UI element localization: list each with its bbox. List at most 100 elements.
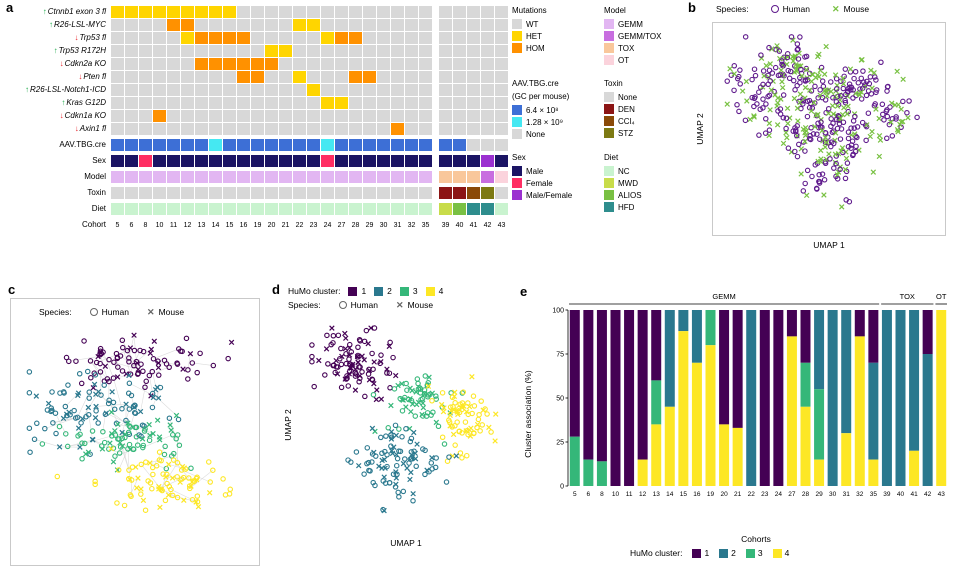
bar-segment xyxy=(583,310,594,460)
scatter-point-human xyxy=(86,389,92,395)
scatter-point-human xyxy=(765,72,771,79)
heatmap-cell xyxy=(265,58,278,70)
scatter-point-human xyxy=(189,360,196,366)
scatter-point-human xyxy=(400,488,407,495)
heatmap-cell xyxy=(139,97,152,109)
scatter-point-human xyxy=(64,412,70,419)
heatmap-cell xyxy=(209,71,222,83)
network-edge xyxy=(130,478,139,496)
scatter-point-human xyxy=(385,425,391,431)
scatter-point-mouse xyxy=(381,507,387,514)
scatter-point-human xyxy=(831,165,837,171)
annotation-cell xyxy=(349,139,362,151)
bar-segment xyxy=(596,310,607,462)
scatter-point-mouse xyxy=(792,54,798,61)
heatmap-cell xyxy=(181,19,194,31)
legend-swatch xyxy=(512,19,522,29)
scatter-point-mouse xyxy=(802,132,809,139)
scatter-point-human xyxy=(338,384,345,391)
scatter-point-human xyxy=(355,344,361,351)
scatter-point-human xyxy=(158,457,164,464)
legend-swatch xyxy=(604,202,614,212)
scatter-point-mouse xyxy=(384,366,390,372)
scatter-point-human xyxy=(309,342,315,348)
scatter-point-human xyxy=(142,426,148,432)
heatmap-cell xyxy=(307,97,320,109)
scatter-point-human xyxy=(432,464,439,471)
scatter-point-mouse xyxy=(152,386,159,393)
scatter-point-human xyxy=(163,361,170,367)
heatmap-cell xyxy=(419,19,432,31)
scatter-point-mouse xyxy=(823,139,830,146)
scatter-point-mouse xyxy=(408,469,414,476)
scatter-point-human xyxy=(763,116,769,122)
annotation-cell xyxy=(237,171,250,183)
scatter-point-human xyxy=(842,66,849,72)
scatter-point-human xyxy=(63,431,69,437)
heatmap-cell xyxy=(251,110,264,122)
x-tick-label: 32 xyxy=(856,491,864,498)
scatter-point-human xyxy=(131,362,137,369)
heatmap-cell xyxy=(419,71,432,83)
scatter-point-human xyxy=(443,479,450,485)
heatmap-cell xyxy=(125,71,138,83)
scatter-point-human xyxy=(867,74,874,80)
scatter-point-human xyxy=(446,417,452,424)
species-label: Species: xyxy=(716,4,749,14)
legend-swatch xyxy=(512,166,522,176)
scatter-point-human xyxy=(67,411,73,418)
panel-e: e Cluster association (%) GEMM TOX OT 0 25 50… xyxy=(520,284,958,578)
scatter-point-human xyxy=(92,372,99,378)
legend-human-label: Human xyxy=(350,300,379,310)
cluster-legend-label: 1 xyxy=(704,548,710,558)
scatter-point-mouse xyxy=(415,399,422,406)
annotation-cell xyxy=(223,171,236,183)
annotation-cell xyxy=(125,171,138,183)
scatter-point-human xyxy=(330,333,337,339)
heatmap-cell xyxy=(453,110,466,122)
down-arrow-icon: ↓ xyxy=(59,59,64,68)
heatmap-cell xyxy=(279,71,292,83)
heatmap-cell xyxy=(139,84,152,96)
scatter-point-human xyxy=(170,457,177,463)
scatter-point-mouse xyxy=(75,390,82,396)
network-edge xyxy=(90,360,105,382)
heatmap-cell xyxy=(237,71,250,83)
heatmap-cell xyxy=(125,123,138,135)
scatter-point-human xyxy=(810,131,817,137)
scatter-point-human xyxy=(848,125,854,131)
heatmap-cell xyxy=(181,84,194,96)
scatter-point-human xyxy=(779,61,785,68)
cluster-4-item: 4 xyxy=(425,286,443,296)
scatter-point-human xyxy=(146,372,153,379)
heatmap-cell xyxy=(405,97,418,109)
heatmap-cell xyxy=(495,6,508,18)
scatter-point-mouse xyxy=(165,492,172,498)
heatmap-cell xyxy=(439,84,452,96)
scatter-point-human xyxy=(364,445,371,451)
scatter-point-human xyxy=(415,380,421,387)
scatter-point-human xyxy=(804,167,811,174)
heatmap-cell xyxy=(481,32,494,44)
annotation-cell xyxy=(279,155,292,167)
scatter-point-mouse xyxy=(824,93,830,99)
scatter-point-mouse xyxy=(411,429,417,436)
legend-item: Male xyxy=(512,166,604,176)
scatter-point-human xyxy=(372,482,378,489)
heatmap-cell xyxy=(405,110,418,122)
annotation-cell xyxy=(251,187,264,199)
scatter-point-mouse xyxy=(807,87,813,93)
scatter-point-human xyxy=(185,367,191,373)
legend-item: MWD xyxy=(604,178,688,188)
scatter-point-human xyxy=(457,401,463,407)
heatmap-cell xyxy=(153,71,166,83)
heatmap-cell xyxy=(195,19,208,31)
heatmap-cell xyxy=(237,19,250,31)
scatter-point-human xyxy=(311,383,317,390)
heatmap-cell xyxy=(391,19,404,31)
heatmap-cell xyxy=(167,84,180,96)
scatter-point-mouse xyxy=(92,415,99,421)
scatter-point-human xyxy=(838,93,844,99)
mutation-row: ↑Kras G12D xyxy=(6,97,509,109)
